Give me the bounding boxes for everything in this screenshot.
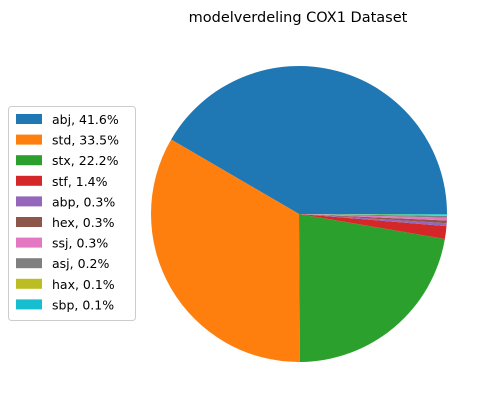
legend-label-hex: hex, 0.3% bbox=[52, 215, 115, 230]
legend-label-abj: abj, 41.6% bbox=[52, 112, 119, 127]
legend-label-sbp: sbp, 0.1% bbox=[52, 297, 114, 312]
legend-swatch-abp bbox=[16, 196, 42, 207]
pie-slice-abj bbox=[171, 65, 447, 215]
legend-swatch-hex bbox=[16, 217, 42, 227]
legend-swatch-std bbox=[16, 134, 42, 145]
legend-label-hax: hax, 0.1% bbox=[52, 277, 115, 292]
chart-title: modelverdeling COX1 Dataset bbox=[189, 10, 408, 26]
pie-slice-asj bbox=[299, 214, 447, 218]
pie-slice-stx bbox=[299, 214, 445, 362]
pie-slice-abp bbox=[299, 214, 447, 227]
legend-entries: abj, 41.6% std, 33.5% stx, 22.2% stf, 1.4% a… bbox=[16, 112, 119, 312]
legend-label-stx: stx, 22.2% bbox=[52, 153, 119, 168]
pie-slices bbox=[150, 65, 448, 363]
legend-label-stf: stf, 1.4% bbox=[52, 174, 108, 189]
legend-swatch-ssj bbox=[16, 237, 42, 248]
pie-slice-sbp bbox=[299, 214, 448, 215]
legend: abj, 41.6% std, 33.5% stx, 22.2% stf, 1.4% a… bbox=[8, 106, 136, 321]
pie-slice-ssj bbox=[299, 214, 447, 221]
pie-slice-stf bbox=[299, 214, 447, 239]
legend-label-abp: abp, 0.3% bbox=[52, 194, 115, 209]
legend-swatch-abj bbox=[16, 114, 42, 124]
legend-swatch-sbp bbox=[16, 299, 42, 310]
legend-swatch-hax bbox=[16, 278, 42, 289]
legend-label-ssj: ssj, 0.3% bbox=[52, 236, 108, 251]
pie-slice-hex bbox=[299, 214, 447, 224]
legend-swatch-stf bbox=[16, 175, 42, 186]
legend-label-asj: asj, 0.2% bbox=[52, 256, 109, 271]
pie-slice-hax bbox=[299, 214, 447, 216]
legend-swatch-stx bbox=[16, 155, 42, 166]
pie-slice-std bbox=[150, 139, 300, 363]
legend-label-std: std, 33.5% bbox=[52, 133, 119, 148]
legend-swatch-asj bbox=[16, 258, 42, 269]
